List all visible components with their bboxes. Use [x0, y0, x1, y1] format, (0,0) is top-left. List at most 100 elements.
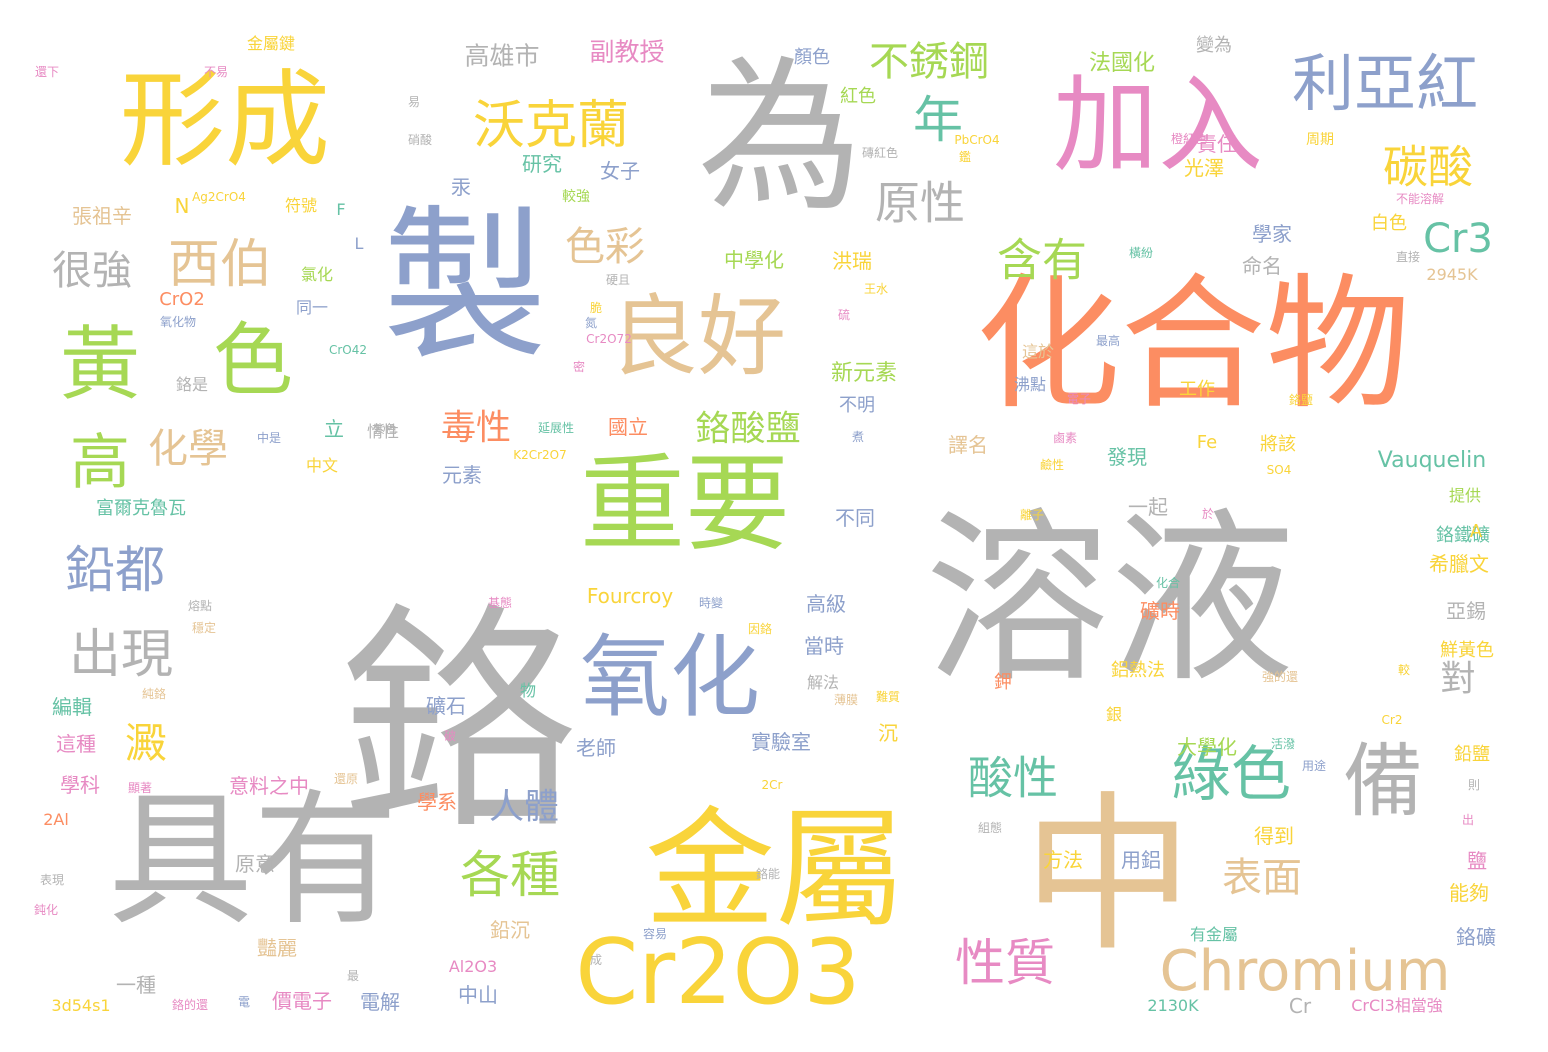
cloud-word: 沉 — [878, 721, 898, 745]
cloud-word: 硫 — [837, 308, 851, 322]
cloud-word: L — [354, 234, 364, 253]
cloud-word: 利亞紅 — [1291, 47, 1479, 120]
cloud-word: 加入 — [1052, 64, 1264, 187]
cloud-word: Ag2CrO4 — [192, 190, 246, 204]
cloud-word: 直接 — [1395, 250, 1421, 264]
cloud-word: 金屬鍵 — [246, 34, 296, 53]
cloud-word: 高 — [70, 428, 130, 498]
cloud-word: 礦時 — [1140, 599, 1180, 623]
cloud-word: Cr — [1288, 994, 1312, 1018]
cloud-word: 元素 — [442, 463, 482, 487]
cloud-word: 具有 — [108, 776, 398, 946]
cloud-word: 難質 — [875, 690, 901, 704]
cloud-word: 學科 — [60, 773, 100, 797]
cloud-word: 組態 — [977, 821, 1003, 835]
cloud-word: 氯化 — [300, 265, 334, 284]
cloud-word: 當時 — [804, 634, 844, 658]
cloud-word: 則 — [1467, 778, 1481, 792]
cloud-word: 鉻能 — [755, 867, 781, 881]
cloud-word: 薄膜 — [833, 693, 859, 707]
cloud-word: 電解 — [360, 990, 400, 1014]
cloud-word: 責任 — [1197, 132, 1237, 156]
cloud-word: 鉻是 — [175, 375, 209, 394]
cloud-word: 周期 — [1306, 132, 1334, 148]
cloud-word: 中 — [1022, 777, 1194, 975]
cloud-word: 法國化 — [1088, 51, 1156, 76]
cloud-word: 顏色 — [794, 47, 830, 68]
cloud-word: 出現 — [68, 625, 174, 685]
cloud-word: 亞錫 — [1446, 599, 1486, 623]
cloud-word: 密 — [572, 360, 586, 374]
cloud-word: 鑑 — [958, 150, 972, 164]
cloud-word: 強的還 — [1261, 670, 1299, 684]
cloud-word: 鉻鹽 — [1288, 393, 1314, 407]
cloud-word: Chromium — [1159, 939, 1451, 1004]
cloud-word: 氧化物 — [159, 315, 197, 329]
cloud-word: 備 — [1343, 735, 1423, 828]
cloud-word: 為 — [697, 41, 863, 234]
cloud-word: 西伯 — [167, 235, 273, 295]
cloud-word: 高級 — [806, 592, 846, 616]
cloud-word: 表面 — [1222, 855, 1302, 901]
cloud-word: 脆 — [589, 301, 603, 315]
cloud-word: 2Cr — [761, 778, 783, 792]
cloud-word: 沃克蘭 — [472, 96, 630, 156]
cloud-word: 國立 — [608, 415, 648, 439]
cloud-word: 顯著 — [127, 781, 153, 795]
cloud-word: 紅色 — [840, 86, 876, 107]
cloud-word: 穩定 — [191, 621, 217, 635]
cloud-word: 對 — [1440, 659, 1476, 700]
cloud-word: 鹼性 — [1039, 458, 1065, 472]
cloud-word: 中學化 — [724, 248, 784, 272]
cloud-word: N — [174, 194, 190, 218]
cloud-word: 3d54s1 — [51, 996, 111, 1015]
cloud-word: 2945K — [1426, 265, 1478, 284]
cloud-word: 張祖辛 — [72, 204, 132, 228]
cloud-word: 立 — [324, 417, 344, 441]
cloud-word: 電 — [237, 995, 251, 1009]
cloud-word: 人體 — [488, 787, 560, 828]
cloud-word: 白色 — [1371, 213, 1407, 234]
cloud-word: 不易 — [203, 65, 229, 79]
cloud-word: 化合 — [1155, 576, 1181, 590]
cloud-word: 很強 — [52, 248, 132, 294]
cloud-word: 澱 — [124, 719, 168, 768]
cloud-word: 基態 — [487, 596, 513, 610]
cloud-word: 於 — [1201, 507, 1215, 521]
cloud-word: 鹵素 — [1052, 431, 1078, 445]
cloud-word: 較 — [1397, 663, 1411, 677]
cloud-word: 銀 — [1105, 705, 1123, 724]
cloud-word: 用途 — [1301, 759, 1327, 773]
cloud-word: 老師 — [576, 736, 616, 760]
cloud-word: 一種 — [116, 973, 156, 997]
cloud-word: 鉻酸鹽 — [695, 409, 801, 450]
cloud-word: 各種 — [460, 846, 560, 904]
cloud-word: Cr3 — [1423, 216, 1493, 262]
cloud-word: 這種 — [56, 732, 96, 756]
cloud-word: 不同 — [835, 506, 875, 530]
cloud-word: CrO2 — [159, 289, 205, 310]
cloud-word: 用鋁 — [1121, 848, 1161, 872]
cloud-word: 重要 — [579, 443, 791, 566]
cloud-word: 高雄市 — [464, 41, 540, 71]
cloud-word: 解法 — [806, 673, 840, 692]
cloud-word: 氮 — [584, 316, 598, 330]
cloud-word: 原性 — [874, 176, 966, 230]
cloud-word: SO4 — [1266, 463, 1292, 477]
cloud-word: Fourcroy — [586, 584, 674, 608]
cloud-word: 綠色 — [1171, 740, 1291, 810]
cloud-word: 化合物 — [975, 260, 1411, 430]
cloud-word: 光澤 — [1184, 156, 1224, 180]
cloud-word: CrCl3相當強 — [1351, 996, 1443, 1015]
cloud-word: 毒性 — [440, 408, 512, 449]
cloud-word: 新元素 — [830, 361, 898, 386]
cloud-word: 大學化 — [1177, 735, 1237, 759]
cloud-word: 意料之中 — [229, 774, 309, 798]
cloud-word: 得到 — [1254, 824, 1294, 848]
cloud-word: 原意 — [235, 852, 275, 876]
cloud-word: 最高 — [1095, 334, 1121, 348]
cloud-word: 命名 — [1242, 254, 1282, 278]
cloud-word: 硝酸 — [407, 133, 433, 147]
cloud-word: 變為 — [1196, 35, 1232, 56]
cloud-word: 溶液 — [925, 491, 1295, 708]
